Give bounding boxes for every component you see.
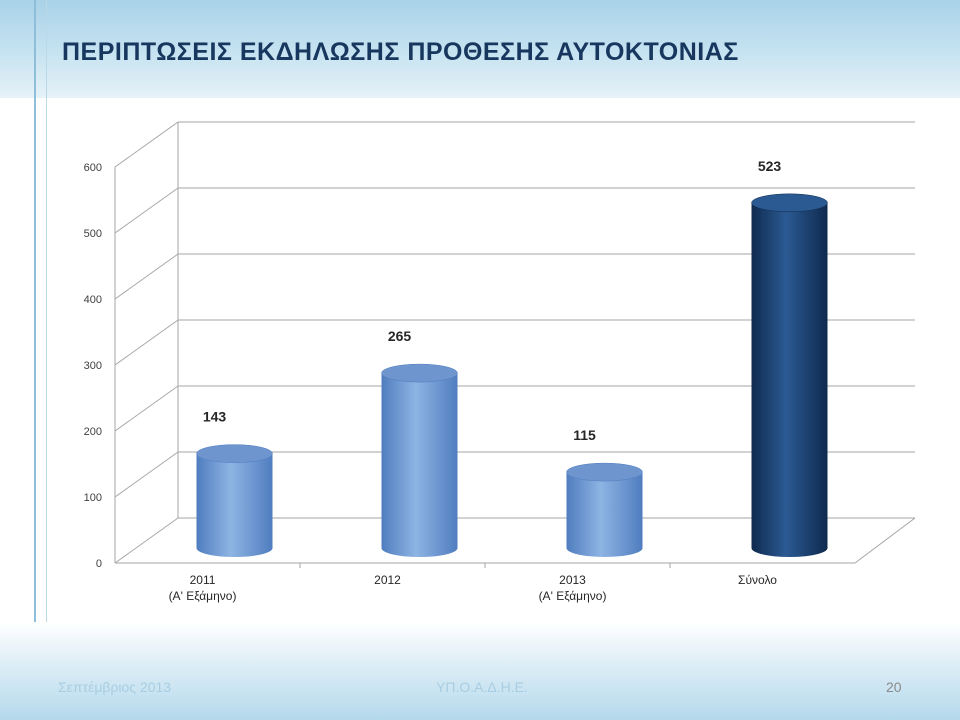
grid-diagonal	[114, 253, 179, 300]
x-tick-label: 2012	[374, 573, 401, 587]
x-tick-label: (Α' Εξάμηνο)	[169, 589, 237, 603]
bars	[196, 193, 828, 557]
grid-diagonal	[114, 187, 179, 234]
page-number: 20	[886, 679, 902, 695]
grid-diagonal	[114, 385, 179, 432]
y-tick-label: 600	[84, 162, 102, 174]
x-tick-label: (Α' Εξάμηνο)	[539, 589, 607, 603]
grid-diagonal	[114, 517, 179, 564]
title-band	[0, 0, 960, 98]
y-axis: 0 100 200 300 400 500 600	[84, 162, 102, 570]
x-tick-label: Σύνολο	[738, 573, 777, 587]
floor-right-edge	[854, 517, 916, 564]
x-tick-label: 2013	[559, 573, 586, 587]
x-tick-label: 2011	[190, 573, 216, 587]
bar-cylinder	[751, 202, 828, 557]
y-tick-label: 100	[84, 492, 102, 504]
data-label: 115	[573, 427, 596, 443]
grid-diagonal	[114, 319, 179, 366]
data-label: 143	[203, 409, 227, 425]
bar-cylinder	[566, 472, 643, 557]
footer-date: Σεπτέμβριος 2013	[58, 679, 172, 695]
bar-top	[196, 444, 273, 463]
footer-band	[0, 622, 960, 720]
data-labels: 143 265 115 523	[203, 158, 782, 443]
left-decor-line-thin	[46, 0, 47, 720]
data-label: 523	[758, 158, 782, 174]
bar-top	[751, 193, 828, 213]
y-tick-label: 200	[84, 426, 102, 438]
bar-top	[381, 363, 458, 383]
y-tick-label: 0	[96, 558, 102, 570]
bar-cylinder	[381, 373, 458, 557]
footer-organization: ΥΠ.Ο.Α.Δ.Η.Ε.	[436, 679, 528, 695]
y-tick-label: 300	[84, 360, 102, 372]
x-axis: 2011 (Α' Εξάμηνο) 2012 2013 (Α' Εξάμηνο) Σύνο…	[169, 563, 777, 603]
y-tick-label: 500	[84, 228, 102, 240]
left-decor-line	[34, 0, 36, 720]
slide-title: ΠΕΡΙΠΤΩΣΕΙΣ ΕΚΔΗΛΩΣΗΣ ΠΡΟΘΕΣΗΣ ΑΥΤΟΚΤΟΝΙ…	[62, 38, 739, 66]
grid-diagonal	[114, 121, 179, 168]
bar-cylinder	[196, 453, 273, 557]
grid-diagonal	[114, 451, 179, 498]
y-tick-label: 400	[84, 294, 102, 306]
data-label: 265	[388, 328, 412, 344]
bar-top	[566, 462, 643, 482]
